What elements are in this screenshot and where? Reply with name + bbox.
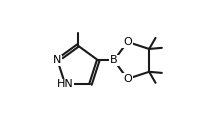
Text: N: N: [53, 55, 62, 65]
Text: HN: HN: [57, 79, 74, 89]
Text: O: O: [123, 74, 132, 84]
Text: B: B: [110, 55, 118, 65]
Text: O: O: [123, 37, 132, 47]
